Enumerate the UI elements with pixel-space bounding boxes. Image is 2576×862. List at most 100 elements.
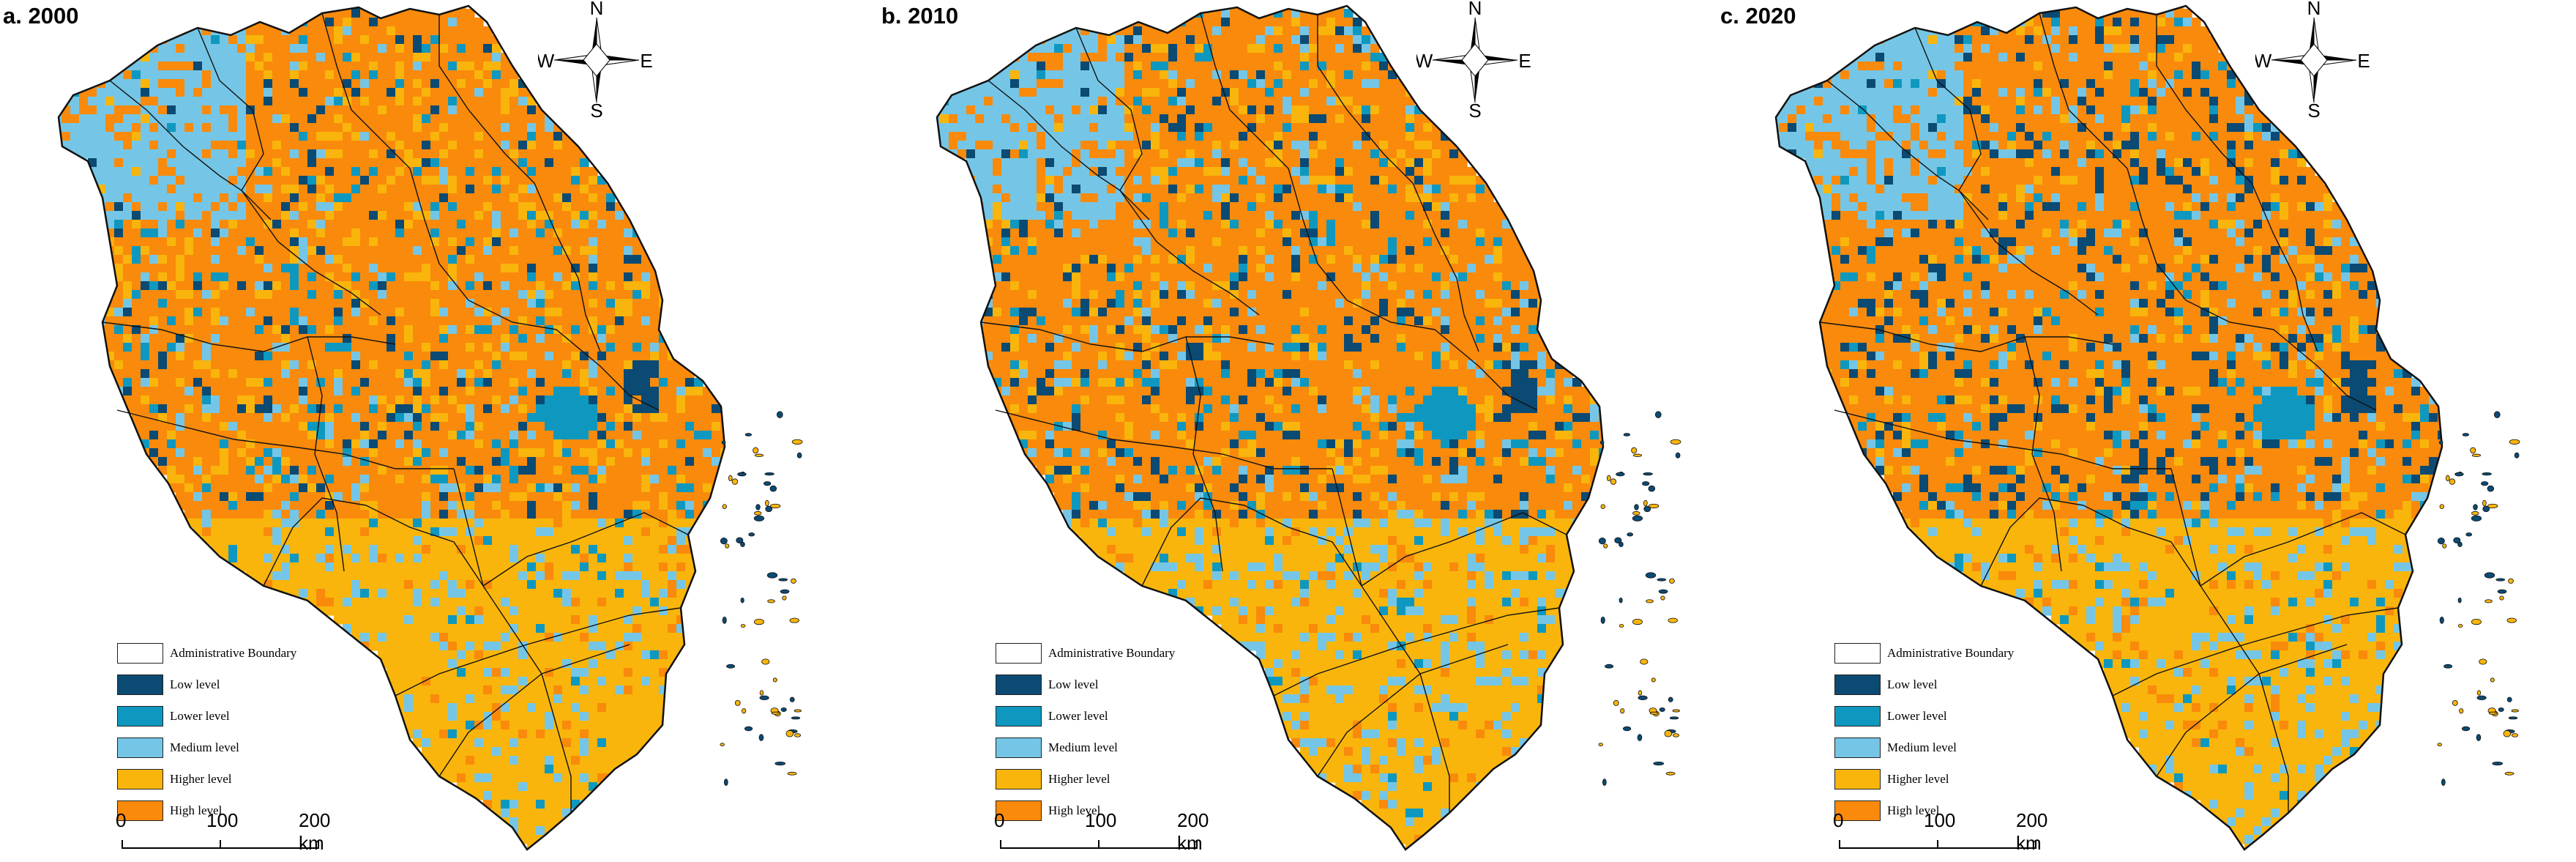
grid-cell — [184, 35, 194, 45]
grid-cell — [88, 132, 97, 141]
grid-cell — [228, 483, 238, 493]
grid-cell — [281, 369, 291, 379]
grid-cell — [176, 185, 185, 194]
grid-cell — [141, 202, 150, 212]
grid-cell — [527, 387, 537, 396]
grid-cell — [1318, 35, 1327, 45]
grid-cell — [632, 395, 642, 405]
grid-cell — [536, 642, 545, 651]
grid-cell — [606, 694, 616, 704]
grid-cell — [343, 132, 352, 141]
grid-cell — [193, 290, 203, 300]
grid-cell — [360, 255, 370, 264]
grid-cell — [237, 193, 247, 203]
grid-cell — [527, 360, 537, 370]
coastal-islands — [720, 411, 803, 787]
grid-cell — [597, 589, 607, 598]
grid-cell — [474, 35, 484, 45]
grid-cell — [176, 193, 185, 203]
grid-cell — [395, 149, 405, 159]
grid-cell — [88, 97, 97, 106]
grid-cell — [474, 202, 484, 212]
grid-cell — [668, 510, 677, 519]
grid-cell — [228, 545, 238, 554]
grid-cell — [325, 325, 335, 335]
grid-cell — [606, 729, 616, 739]
grid-cell — [369, 220, 378, 229]
grid-cell — [404, 88, 414, 97]
grid-cell — [202, 237, 212, 247]
grid-cell — [141, 228, 150, 238]
grid-cell — [466, 606, 475, 616]
grid-cell — [404, 422, 414, 431]
grid-cell — [562, 352, 572, 361]
grid-cell — [193, 44, 203, 53]
grid-cell — [387, 387, 396, 396]
island — [772, 677, 777, 683]
grid-cell — [439, 510, 449, 519]
grid-cell — [606, 571, 616, 581]
grid-cell — [457, 26, 466, 36]
grid-cell — [378, 580, 387, 590]
grid-cell — [589, 659, 598, 669]
grid-cell — [553, 800, 563, 809]
grid-cell — [439, 642, 449, 651]
grid-cell — [264, 562, 273, 572]
grid-cell — [536, 800, 545, 809]
grid-cell — [483, 571, 493, 581]
grid-cell — [527, 220, 537, 229]
grid-cell — [1344, 9, 1354, 18]
grid-cell — [553, 360, 563, 370]
island — [755, 504, 761, 510]
grid-cell — [466, 79, 475, 89]
grid-cell — [518, 615, 528, 625]
admin-boundary-line — [307, 336, 345, 572]
grid-cell — [255, 352, 264, 361]
grid-cell — [606, 228, 616, 238]
grid-cell — [492, 123, 501, 133]
grid-cell — [562, 325, 572, 335]
grid-cell — [659, 598, 668, 607]
grid-cell — [641, 501, 651, 510]
grid-cell — [492, 97, 501, 106]
grid-cell — [624, 237, 633, 247]
grid-cell — [1247, 18, 1257, 27]
grid-cell — [457, 747, 466, 757]
grid-cell — [61, 123, 71, 133]
grid-cell — [536, 738, 545, 748]
grid-cell — [545, 272, 554, 282]
grid-cell — [597, 316, 607, 326]
grid-cell — [237, 35, 247, 45]
grid-cell — [1283, 53, 1292, 62]
grid-cell — [641, 264, 651, 273]
grid-cell — [668, 598, 677, 607]
grid-cell — [176, 141, 185, 150]
grid-cell — [351, 624, 361, 634]
grid-cell — [413, 633, 422, 642]
grid-cell — [527, 483, 537, 493]
grid-cell — [404, 316, 414, 326]
grid-cell — [149, 149, 159, 159]
grid-cell — [562, 624, 572, 634]
grid-cell — [184, 237, 194, 247]
grid-cell — [237, 290, 247, 300]
grid-cell — [615, 738, 624, 748]
grid-cell — [369, 149, 378, 159]
grid-cell — [307, 492, 317, 502]
grid-cell — [448, 220, 458, 229]
grid-cell — [184, 185, 194, 194]
grid-cell — [571, 255, 580, 264]
grid-cell — [246, 308, 255, 317]
grid-cell — [307, 334, 317, 343]
grid-cell — [624, 510, 633, 519]
grid-cell — [474, 316, 484, 326]
grid-cell — [272, 211, 282, 220]
grid-cell — [334, 431, 343, 440]
grid-cell — [387, 527, 396, 537]
grid-cell — [387, 290, 396, 300]
grid-cell — [448, 79, 458, 89]
grid-cell — [597, 782, 607, 792]
grid-cell — [176, 44, 185, 53]
grid-cell — [527, 281, 537, 291]
grid-cell — [387, 220, 396, 229]
